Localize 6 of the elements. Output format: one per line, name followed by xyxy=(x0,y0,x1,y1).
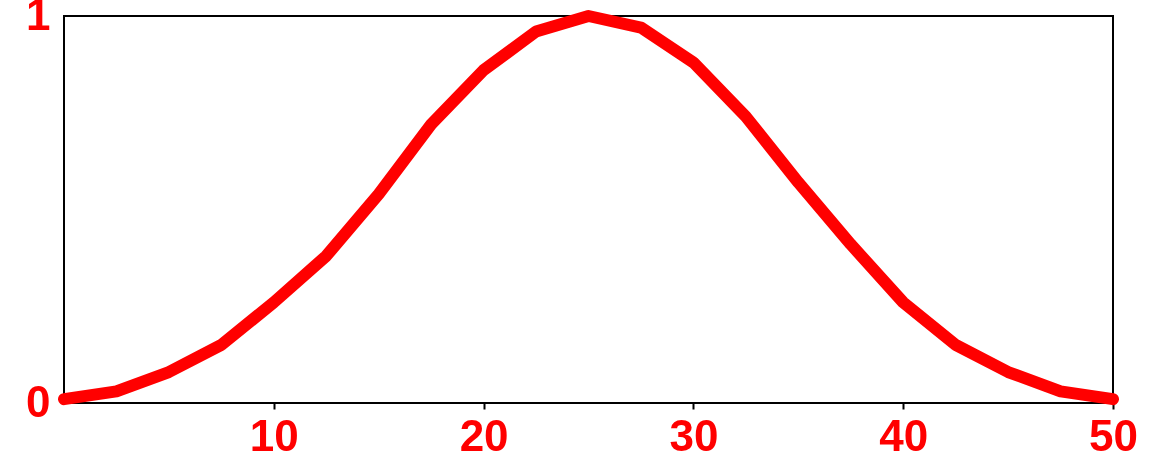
x-tick-label: 40 xyxy=(879,410,929,460)
x-tick-label: 30 xyxy=(669,410,719,460)
x-tick-label: 10 xyxy=(249,410,299,460)
x-tick-label: 50 xyxy=(1089,410,1138,460)
y-tick-label: 0 xyxy=(26,376,51,426)
x-tick-label: 20 xyxy=(459,410,509,460)
